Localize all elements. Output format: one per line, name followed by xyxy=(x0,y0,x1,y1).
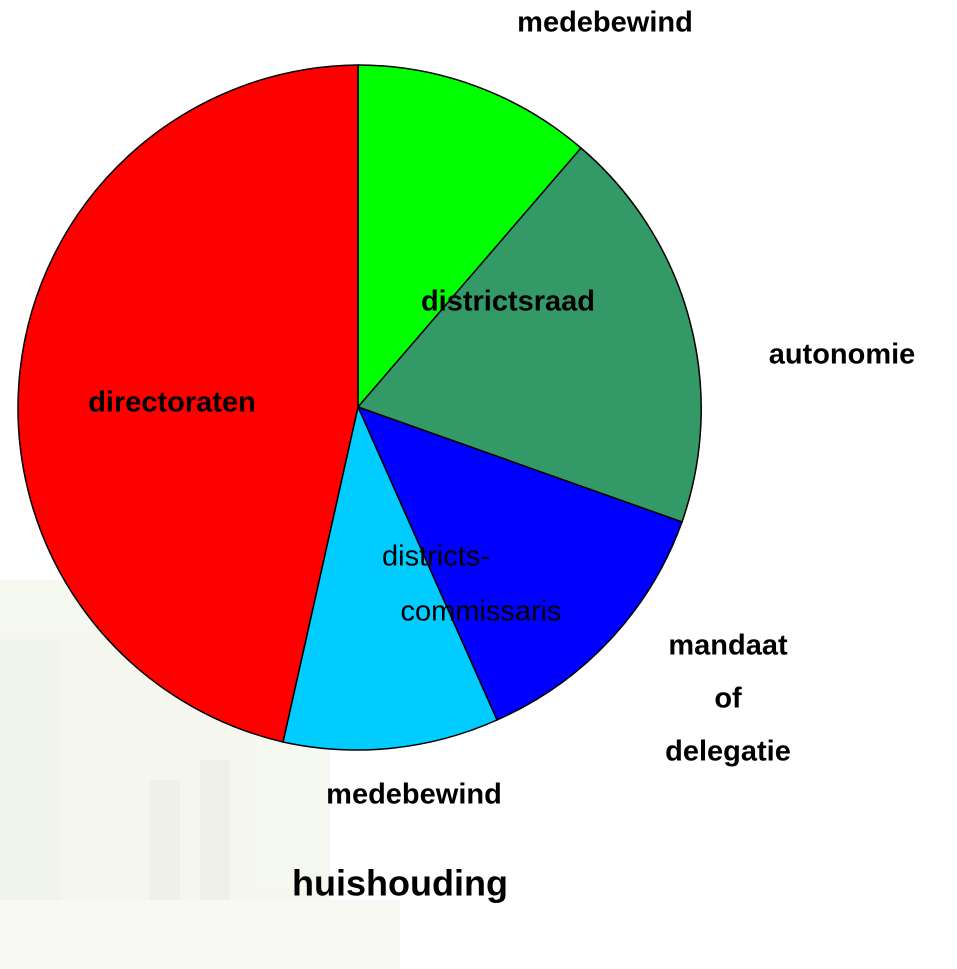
label-of: of xyxy=(714,683,742,715)
label-medebewind-bottom: medebewind xyxy=(326,779,502,811)
watermark-base xyxy=(0,900,400,969)
label-districts: districts- xyxy=(382,541,490,573)
slide: medebewind districtsraad autonomie direc… xyxy=(0,0,957,969)
label-commissaris: commissaris xyxy=(400,596,561,628)
label-districtsraad: districtsraad xyxy=(421,286,595,318)
footer-title: huishouding xyxy=(292,863,508,904)
label-autonomie: autonomie xyxy=(769,339,916,371)
label-delegatie: delegatie xyxy=(665,736,791,768)
label-directoraten: directoraten xyxy=(88,387,256,419)
label-mandaat: mandaat xyxy=(668,630,788,662)
label-medebewind-top: medebewind xyxy=(517,7,693,39)
